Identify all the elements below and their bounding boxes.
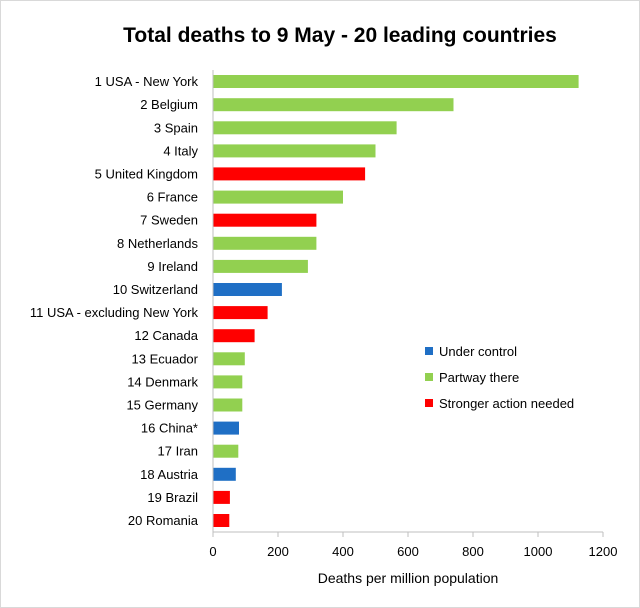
category-labels: 1 USA - New York 2 Belgium 3 Spain 4 Italy 5… [30, 74, 199, 528]
bars-group [213, 75, 579, 527]
bar [213, 236, 317, 250]
category-label: 11 USA - excluding New York [30, 305, 199, 320]
category-label: 20 Romania [128, 513, 199, 528]
category-label: 10 Switzerland [113, 282, 198, 297]
bar [213, 121, 397, 135]
category-label: 18 Austria [140, 467, 199, 482]
bar [213, 75, 579, 88]
x-tick-label: 600 [397, 544, 419, 559]
bar [213, 283, 282, 296]
bar [213, 144, 376, 158]
category-label: 7 Sweden [140, 213, 198, 228]
bar [213, 352, 245, 366]
x-tick-label: 800 [462, 544, 484, 559]
category-label: 13 Ecuador [132, 351, 199, 366]
legend-label: Under control [439, 344, 517, 359]
bar [213, 259, 308, 273]
x-tick-label: 1200 [589, 544, 618, 559]
bar [213, 375, 243, 389]
legend: Under control Partway there Stronger actio… [425, 344, 574, 411]
bar [213, 213, 317, 227]
category-label: 1 USA - New York [95, 74, 199, 89]
x-tick-label: 0 [209, 544, 216, 559]
bar [213, 190, 343, 204]
bar [213, 98, 454, 112]
legend-label: Partway there [439, 370, 519, 385]
category-label: 5 United Kingdom [95, 166, 198, 181]
category-label: 19 Brazil [147, 490, 198, 505]
category-label: 17 Iran [158, 444, 198, 459]
bar [213, 398, 243, 412]
category-label: 15 Germany [126, 398, 198, 413]
bar [213, 490, 230, 504]
category-label: 2 Belgium [140, 97, 198, 112]
legend-swatch [425, 373, 433, 381]
category-label: 16 China* [141, 421, 198, 436]
category-label: 4 Italy [163, 143, 198, 158]
category-label: 14 Denmark [127, 374, 198, 389]
category-label: 9 Ireland [147, 259, 198, 274]
bar [213, 514, 230, 527]
bar [213, 467, 236, 481]
chart-title: Total deaths to 9 May - 20 leading count… [123, 24, 557, 47]
bar [213, 421, 239, 435]
x-ticks: 0 200 400 600 800 1000 1200 [209, 532, 617, 559]
x-tick-label: 200 [267, 544, 289, 559]
x-tick-label: 400 [332, 544, 354, 559]
category-label: 3 Spain [154, 120, 198, 135]
legend-swatch [425, 399, 433, 407]
bar [213, 444, 239, 458]
category-label: 12 Canada [134, 328, 198, 343]
category-label: 6 France [147, 190, 198, 205]
x-axis-title: Deaths per million population [318, 570, 499, 586]
legend-label: Stronger action needed [439, 396, 574, 411]
x-tick-label: 1000 [524, 544, 553, 559]
bar [213, 329, 255, 343]
bar [213, 167, 366, 181]
legend-swatch [425, 347, 433, 355]
category-label: 8 Netherlands [117, 236, 198, 251]
bar [213, 306, 268, 320]
